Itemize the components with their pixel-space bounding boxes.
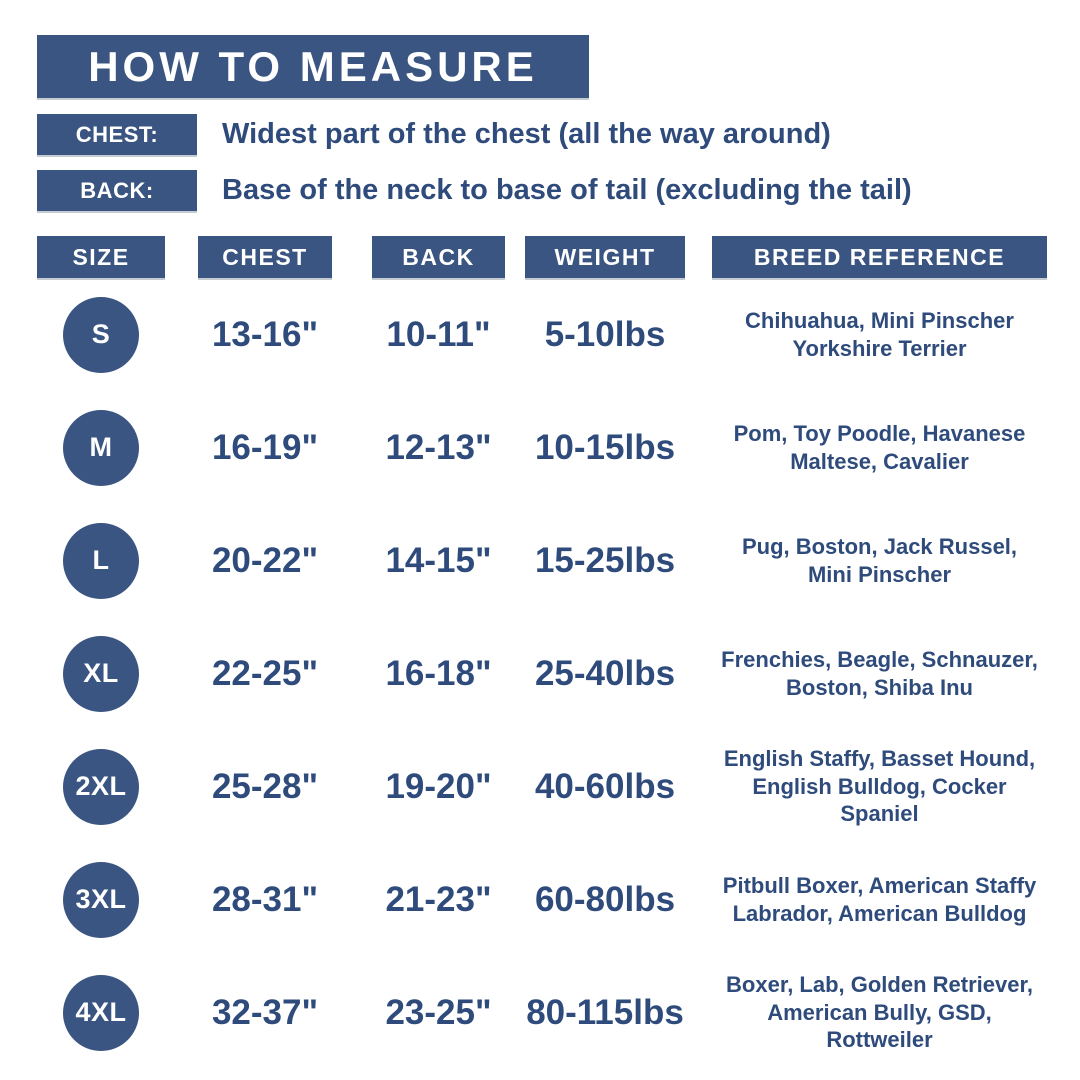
weight-value: 10-15lbs	[534, 427, 676, 467]
table-row-size-xl: XL 22-25" 16-18" 25-40lbs Frenchies, Bea…	[37, 617, 1080, 730]
table-header-row: SIZE CHEST BACK WEIGHT BREED REFERENCE	[37, 236, 1080, 278]
back-value: 23-25"	[385, 992, 492, 1032]
breed-reference-value: Pitbull Boxer, American Staffy Labrador,…	[722, 873, 1037, 926]
back-value: 21-23"	[385, 879, 492, 919]
title-banner: HOW TO MEASURE	[37, 35, 589, 98]
table-row-size-l: L 20-22" 14-15" 15-25lbs Pug, Boston, Ja…	[37, 504, 1080, 617]
chest-value: 25-28"	[211, 766, 319, 806]
table-row-size-s: S 13-16" 10-11" 5-10lbs Chihuahua, Mini …	[37, 278, 1080, 391]
chest-label-badge: CHEST:	[37, 114, 197, 155]
chest-value: 22-25"	[211, 653, 319, 693]
breed-reference-value: Pom, Toy Poodle, Havanese Maltese, Caval…	[733, 421, 1026, 474]
chest-value: 20-22"	[211, 540, 319, 580]
weight-value: 40-60lbs	[534, 766, 676, 806]
size-badge: M	[63, 409, 139, 486]
chest-value: 32-37"	[211, 992, 319, 1032]
back-label-badge: BACK:	[37, 170, 197, 211]
weight-value: 80-115lbs	[526, 992, 684, 1032]
table-row-size-4xl: 4XL 32-37" 23-25" 80-115lbs Boxer, Lab, …	[37, 956, 1080, 1069]
size-badge: L	[63, 522, 139, 599]
breed-reference-value: Boxer, Lab, Golden Retriever, American B…	[726, 972, 1033, 1053]
weight-value: 5-10lbs	[544, 314, 666, 354]
breed-reference-value: Pug, Boston, Jack Russel, Mini Pinscher	[741, 534, 1018, 587]
back-value: 16-18"	[385, 653, 492, 693]
size-badge: 2XL	[63, 748, 139, 825]
weight-value: 15-25lbs	[534, 540, 676, 580]
column-header-chest: CHEST	[198, 236, 332, 278]
back-value: 10-11"	[386, 314, 491, 354]
size-badge: XL	[63, 635, 139, 712]
breed-reference-value: English Staffy, Basset Hound, English Bu…	[723, 746, 1036, 827]
chest-value: 16-19"	[211, 427, 319, 467]
table-row-size-m: M 16-19" 12-13" 10-15lbs Pom, Toy Poodle…	[37, 391, 1080, 504]
chest-value: 28-31"	[211, 879, 319, 919]
weight-value: 60-80lbs	[534, 879, 676, 919]
chest-description: Widest part of the chest (all the way ar…	[222, 118, 831, 150]
weight-value: 25-40lbs	[534, 653, 676, 693]
back-description: Base of the neck to base of tail (exclud…	[222, 174, 912, 206]
table-row-size-2xl: 2XL 25-28" 19-20" 40-60lbs English Staff…	[37, 730, 1080, 843]
back-value: 14-15"	[385, 540, 492, 580]
size-badge: 4XL	[63, 974, 139, 1051]
column-header-size: SIZE	[37, 236, 165, 278]
column-header-breed-reference: BREED REFERENCE	[712, 236, 1047, 278]
column-header-back: BACK	[372, 236, 505, 278]
size-badge: 3XL	[63, 861, 139, 938]
back-value: 19-20"	[385, 766, 492, 806]
legend-row-chest: CHEST: Widest part of the chest (all the…	[37, 114, 1080, 155]
column-header-weight: WEIGHT	[525, 236, 685, 278]
page-title: HOW TO MEASURE	[88, 42, 538, 90]
chest-value: 13-16"	[211, 314, 319, 354]
back-value: 12-13"	[385, 427, 492, 467]
table-row-size-3xl: 3XL 28-31" 21-23" 60-80lbs Pitbull Boxer…	[37, 843, 1080, 956]
breed-reference-value: Chihuahua, Mini Pinscher Yorkshire Terri…	[745, 308, 1014, 361]
breed-reference-value: Frenchies, Beagle, Schnauzer, Boston, Sh…	[721, 647, 1038, 700]
legend-row-back: BACK: Base of the neck to base of tail (…	[37, 170, 1080, 211]
size-badge: S	[63, 296, 139, 373]
